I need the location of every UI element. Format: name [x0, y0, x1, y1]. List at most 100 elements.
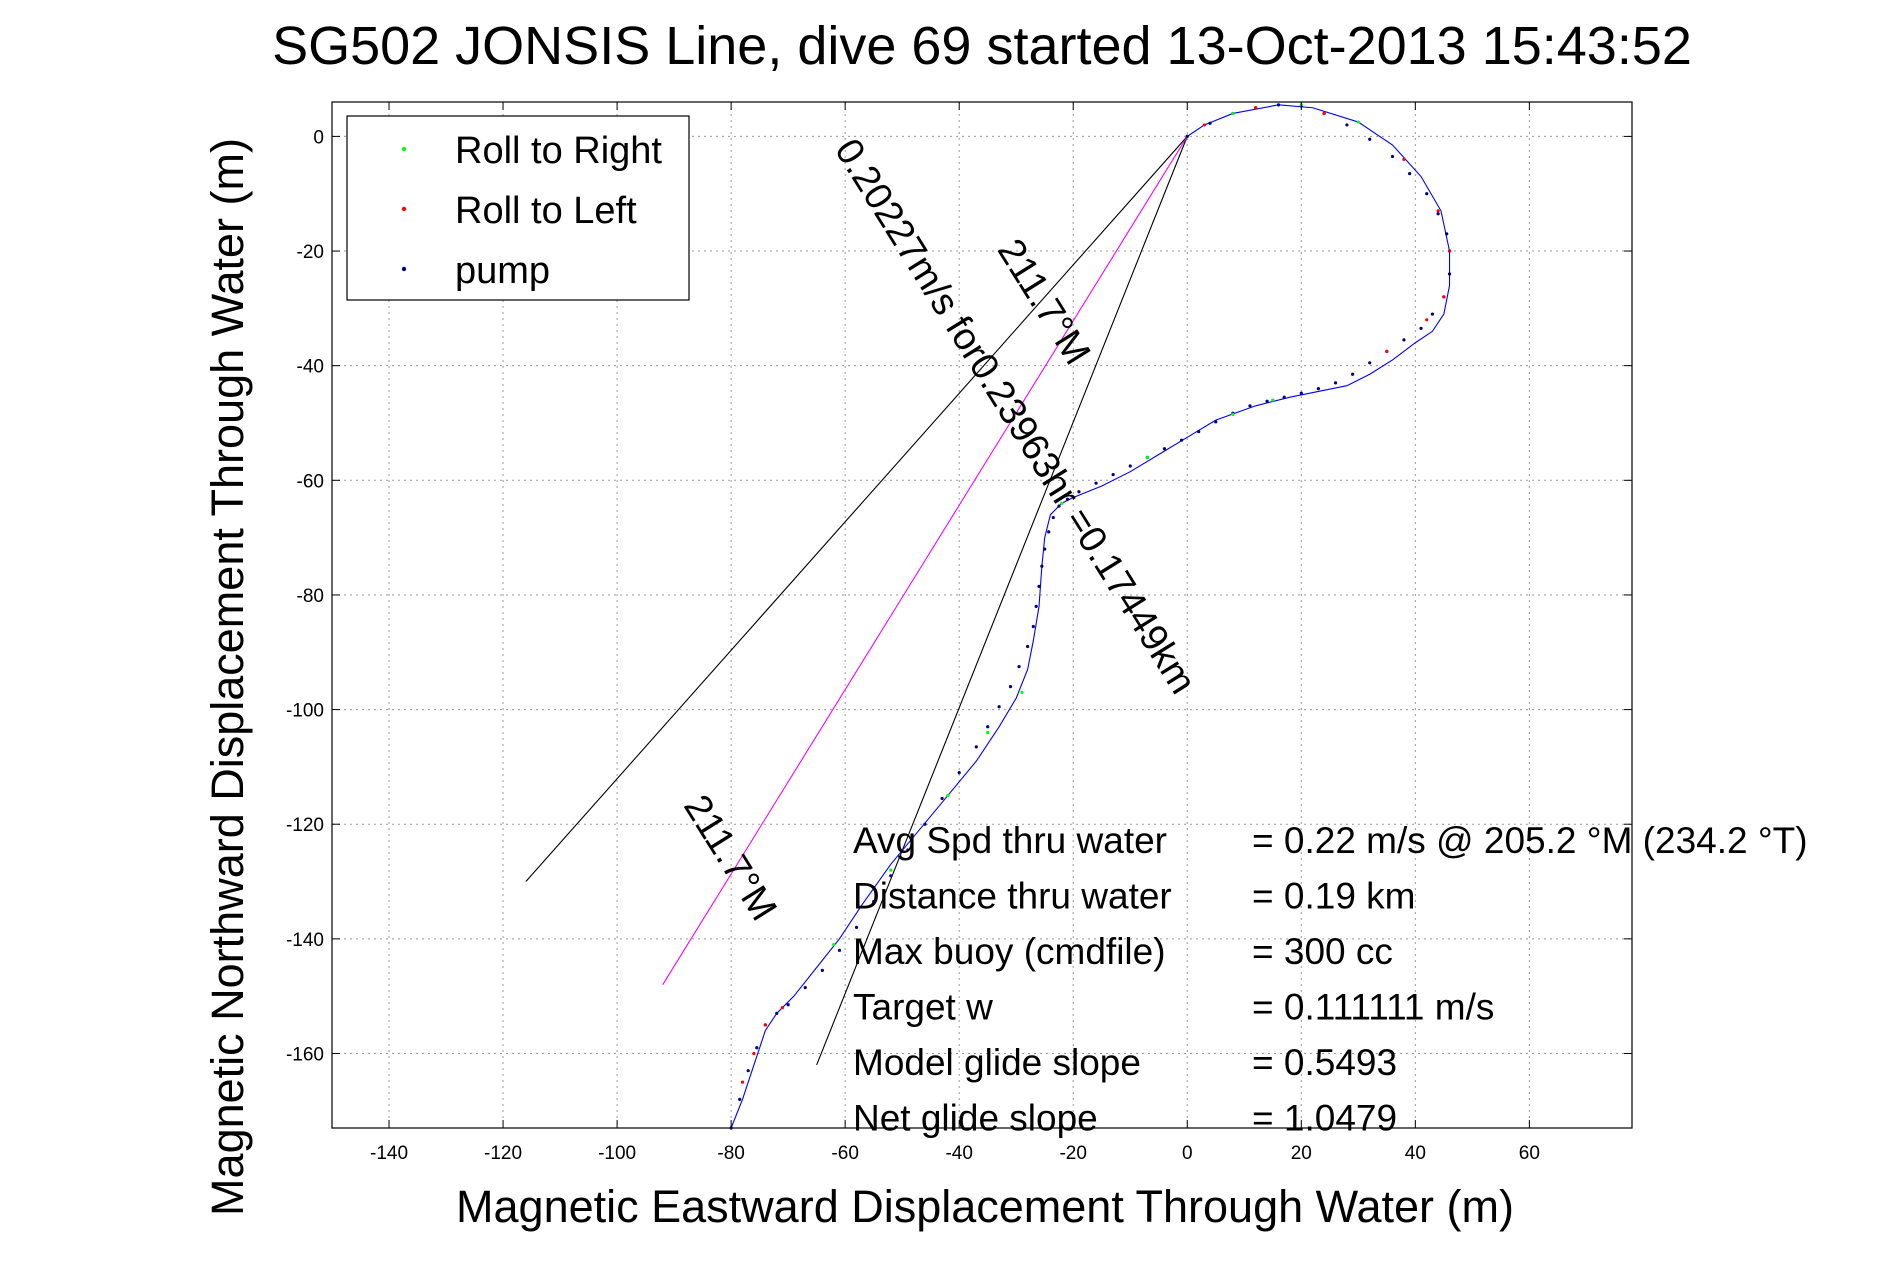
- y-tick-label: -100: [286, 701, 324, 722]
- roll-left-point: [1436, 209, 1440, 213]
- pump-point: [1034, 604, 1038, 609]
- track-line: [730, 104, 1451, 1129]
- roll-right-point: [1271, 398, 1275, 402]
- roll-left-point: [752, 1051, 756, 1056]
- y-axis-label: Magnetic Northward Displacement Through …: [202, 138, 253, 1216]
- roll-right-point: [1145, 455, 1149, 459]
- x-tick-label: -60: [831, 1143, 858, 1164]
- pump-point: [803, 985, 807, 990]
- stat-label: Net glide slope: [853, 1098, 1098, 1139]
- pump-point: [837, 948, 842, 952]
- stats-block: Avg Spd thru water = 0.22 m/s @ 205.2 °M …: [853, 820, 1808, 1139]
- pump-point: [1094, 481, 1098, 485]
- pump-point: [1445, 232, 1449, 236]
- stat-value: = 0.19 km: [1252, 876, 1416, 917]
- pump-point: [1111, 472, 1115, 477]
- y-tick-label: 0: [313, 127, 324, 148]
- roll-right-point: [1356, 120, 1360, 124]
- stat-label: Distance thru water: [853, 876, 1172, 917]
- legend-entries: Roll to Right Roll to Left pump: [401, 130, 662, 292]
- legend-label: Roll to Right: [455, 130, 662, 172]
- legend-marker: [401, 206, 407, 212]
- pump-point: [889, 874, 893, 878]
- pump-point: [1043, 547, 1047, 551]
- pump-point: [1430, 312, 1435, 316]
- x-axis-ticks: -140 -120 -100 -80 -60 -40 -20 0 20 40 60: [370, 102, 1540, 1164]
- pump-point: [1057, 504, 1061, 508]
- pump-point: [1128, 464, 1132, 468]
- roll-right-point: [946, 793, 950, 798]
- pump-point: [1436, 212, 1440, 216]
- pump-point: [775, 1011, 779, 1015]
- pump-point: [738, 1097, 742, 1101]
- x-tick-label: -20: [1059, 1143, 1086, 1164]
- data-series: [729, 103, 1452, 1130]
- pump-point: [1368, 137, 1372, 141]
- y-axis-ticks: 0 -20 -40 -60 -80 -100 -120 -140 -160: [286, 127, 1632, 1065]
- x-tick-label: -140: [370, 1143, 408, 1164]
- plot-frame: [331, 101, 1633, 1129]
- pump-point: [1031, 624, 1035, 629]
- x-tick-label: -40: [945, 1143, 972, 1164]
- pump-point: [786, 1003, 790, 1007]
- roll-right-point: [1231, 412, 1235, 416]
- pump-point: [1037, 584, 1041, 588]
- pump-point: [1402, 338, 1406, 342]
- y-tick-label: -160: [286, 1044, 324, 1065]
- stat-label: Model glide slope: [853, 1042, 1141, 1083]
- legend: Roll to Right Roll to Left pump: [346, 115, 690, 301]
- x-tick-label: -120: [484, 1143, 522, 1164]
- x-tick-label: 60: [1519, 1143, 1540, 1164]
- pump-point: [940, 796, 944, 801]
- pump-point: [1265, 399, 1269, 403]
- pump-point: [1276, 103, 1281, 107]
- pump-point: [755, 1046, 759, 1050]
- pump-point: [1017, 664, 1021, 669]
- roll-left-point: [1385, 349, 1389, 353]
- line-annotation: 211.7°M: [675, 788, 784, 928]
- pump-point: [1040, 564, 1044, 568]
- x-tick-label: -100: [598, 1143, 636, 1164]
- pump-point: [1208, 121, 1212, 125]
- pump-point: [986, 725, 990, 729]
- stat-label: Target w: [853, 987, 993, 1028]
- roll-left-point: [740, 1080, 745, 1084]
- chart-title: SG502 JONSIS Line, dive 69 started 13-Oc…: [272, 16, 1692, 76]
- pump-point: [1179, 438, 1184, 442]
- pump-point: [1026, 644, 1030, 649]
- pump-point: [1047, 530, 1051, 534]
- roll-right-point: [889, 868, 893, 872]
- pump-point: [1214, 420, 1218, 424]
- pump-point: [1248, 404, 1252, 408]
- pump-point: [746, 1069, 750, 1073]
- stat-label: Avg Spd thru water: [853, 820, 1167, 861]
- line-annotation: 0.20227m/s for0.23963hr =0.17449km: [826, 132, 1204, 702]
- x-tick-label: 40: [1405, 1143, 1426, 1164]
- roll-left-point: [1447, 249, 1452, 253]
- y-tick-label: -40: [297, 357, 324, 378]
- legend-label: Roll to Left: [455, 190, 637, 232]
- y-tick-label: -140: [286, 930, 324, 951]
- pump-point: [1077, 490, 1081, 494]
- x-tick-label: -80: [717, 1143, 744, 1164]
- cone-edge-right-line: [816, 136, 1188, 1066]
- roll-left-point: [1322, 111, 1326, 116]
- roll-left-point: [780, 1006, 785, 1010]
- legend-label: pump: [455, 250, 550, 292]
- y-tick-label: -20: [297, 242, 324, 263]
- pump-point: [1065, 497, 1070, 501]
- x-tick-label: 0: [1182, 1143, 1193, 1164]
- pump-point: [1299, 391, 1303, 395]
- pump-point: [1408, 172, 1412, 176]
- pump-point: [974, 745, 978, 749]
- y-tick-label: -80: [297, 586, 324, 607]
- stat-value: = 0.5493: [1252, 1042, 1397, 1083]
- pump-point: [906, 848, 910, 852]
- reference-lines: [525, 136, 1188, 1066]
- x-axis-label: Magnetic Eastward Displacement Through W…: [456, 1181, 1514, 1232]
- legend-marker: [401, 266, 407, 272]
- roll-right-point: [832, 942, 836, 947]
- pump-point: [1368, 361, 1372, 365]
- pump-point: [957, 771, 961, 775]
- pump-point: [872, 899, 876, 904]
